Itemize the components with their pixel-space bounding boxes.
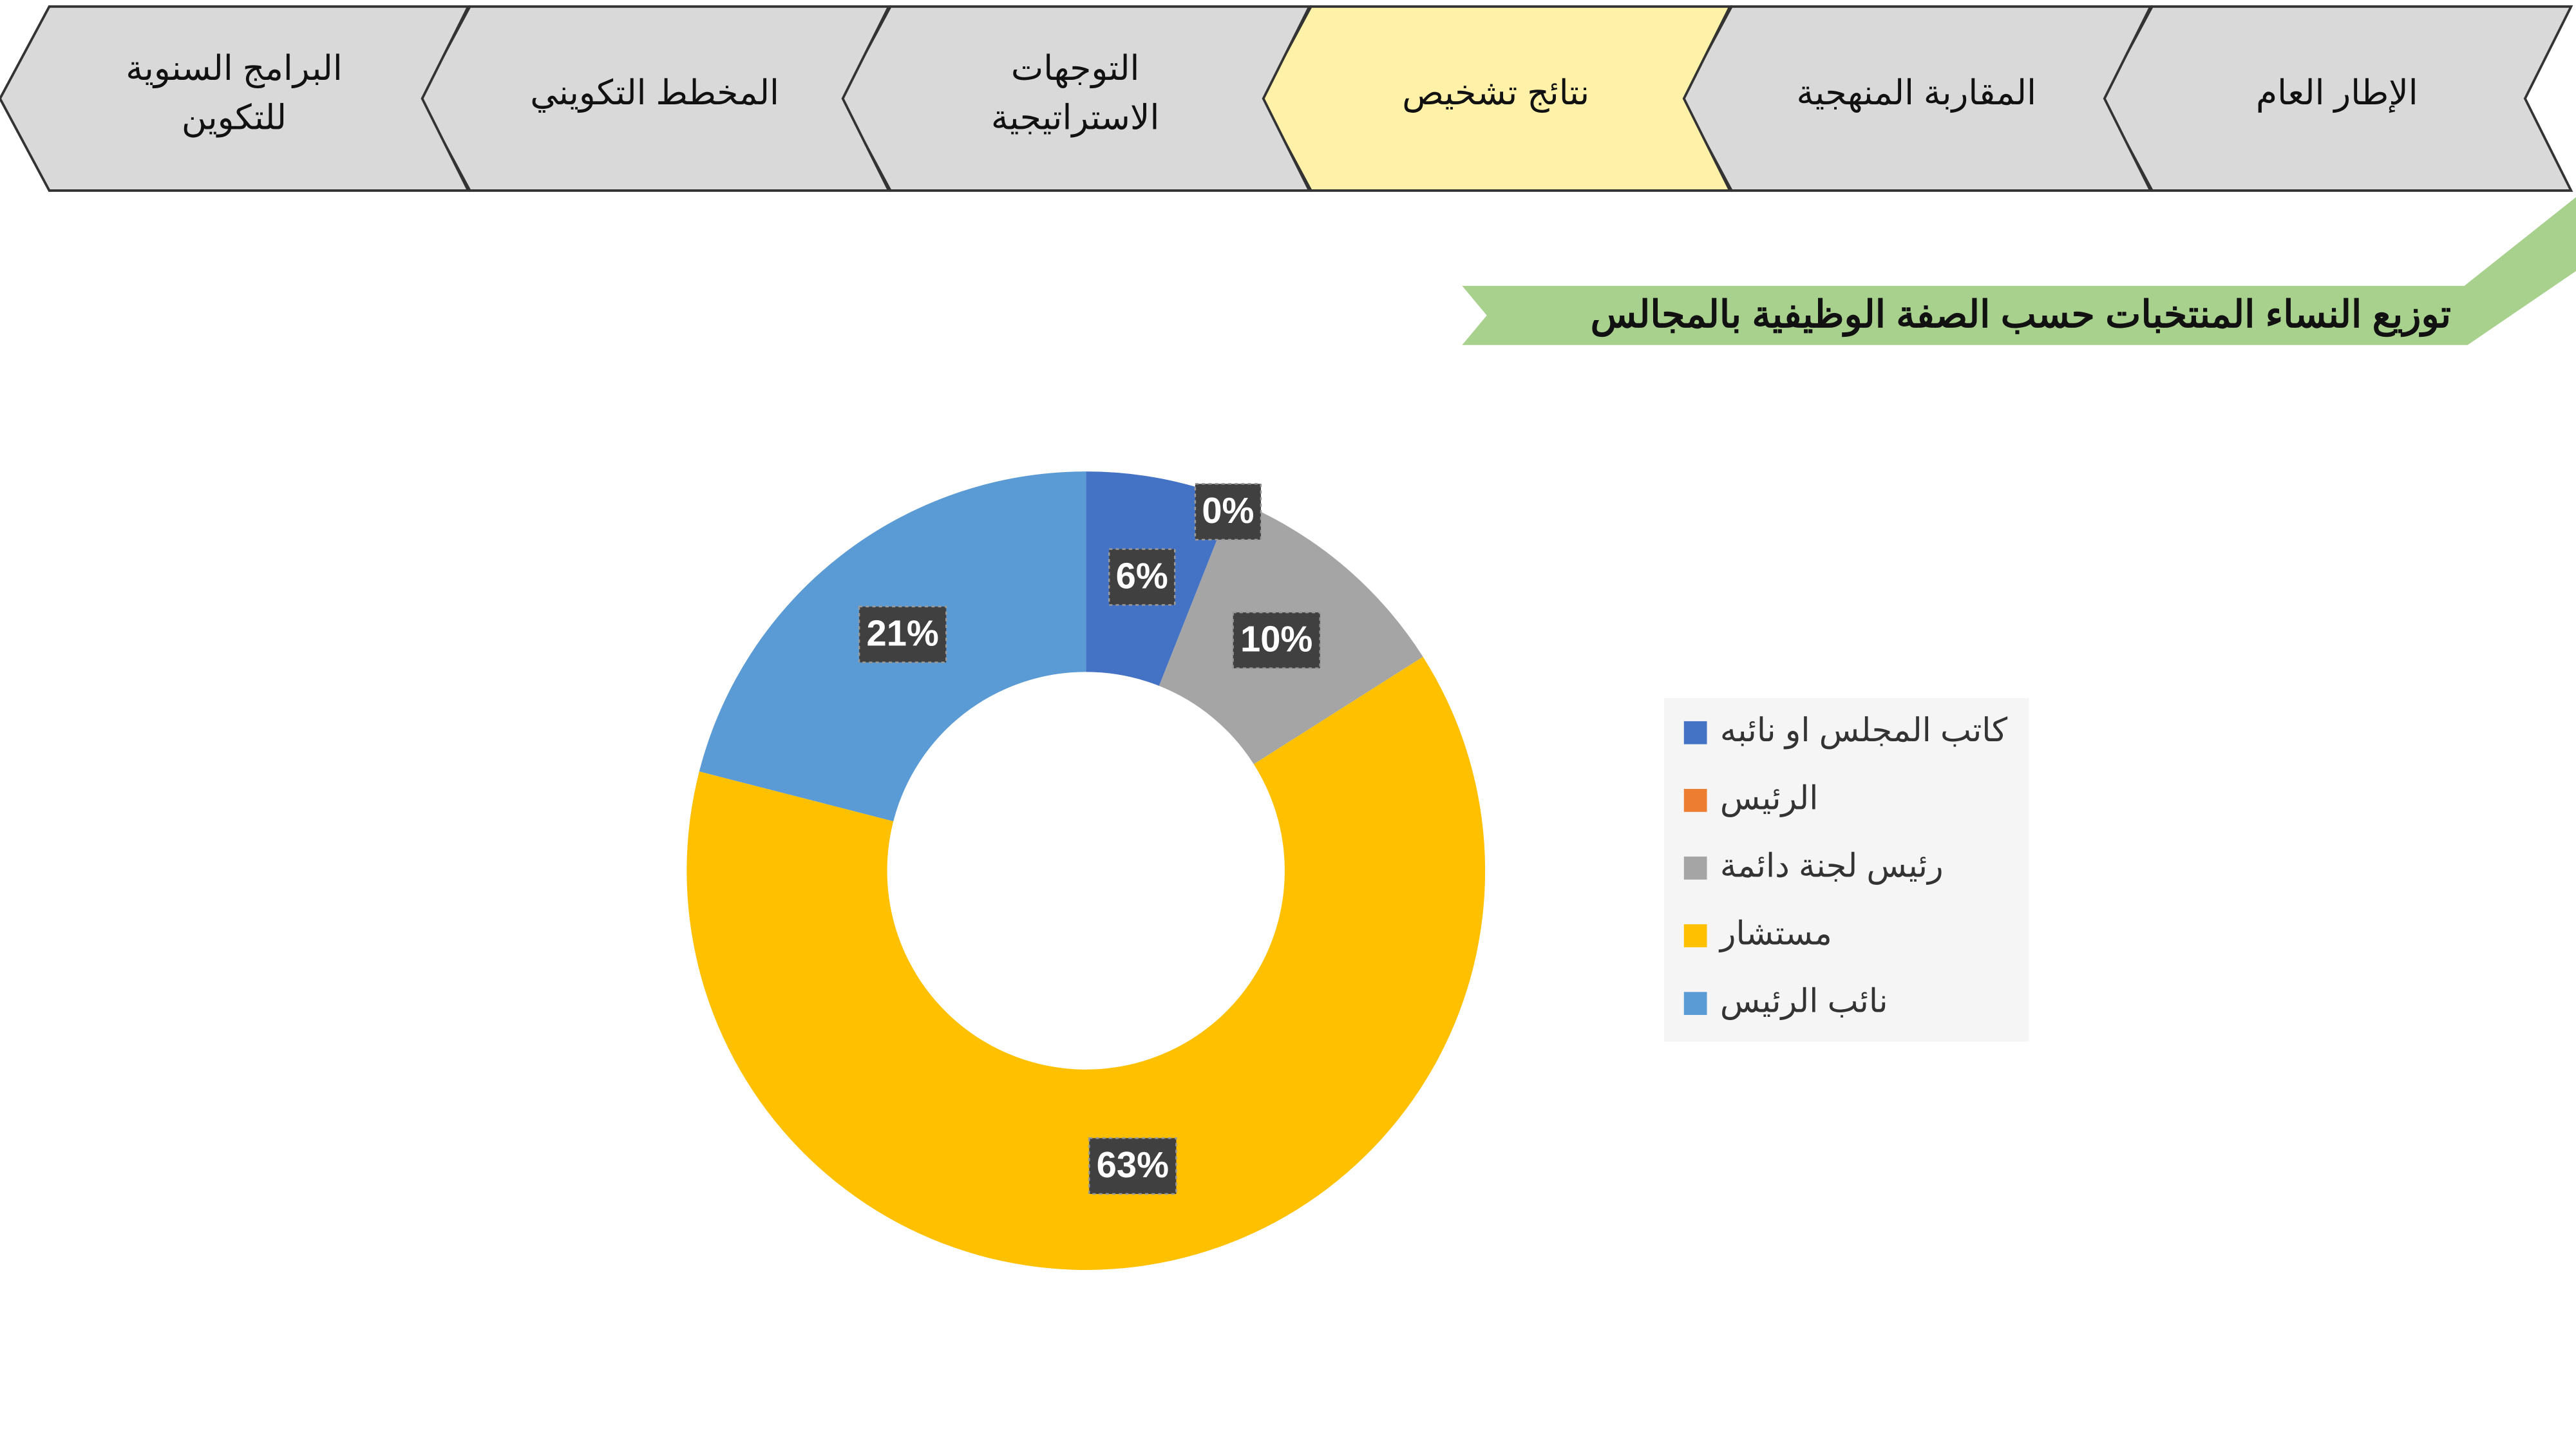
donut-slice <box>687 656 1486 1270</box>
data-label: 10% <box>1240 619 1312 659</box>
data-label: 63% <box>1097 1144 1169 1185</box>
nav-tab[interactable] <box>1260 5 1732 192</box>
nav-tab[interactable] <box>0 5 471 192</box>
nav-tab[interactable] <box>1681 5 2153 192</box>
nav-tab[interactable] <box>839 5 1312 192</box>
nav-tab[interactable] <box>2101 5 2573 192</box>
nav-tab-label[interactable]: المقاربة المنهجية <box>1797 74 2036 113</box>
legend-label: الرئيس <box>1720 779 1819 817</box>
nav-tab[interactable] <box>419 5 891 192</box>
legend-label: مستشار <box>1718 915 1832 953</box>
data-label: 21% <box>867 613 939 654</box>
data-label-box <box>1194 483 1262 541</box>
legend-box <box>1664 698 2029 1042</box>
nav-tab-label[interactable]: التوجهات <box>1011 50 1140 89</box>
nav-tab-label[interactable]: الإطار العام <box>2256 74 2418 113</box>
legend-swatch <box>1683 789 1707 812</box>
title-banner <box>1462 197 2576 345</box>
chart-title: توزيع النساء المنتخبات حسب الصفة الوظيفي… <box>1591 294 2451 337</box>
legend-label: كاتب المجلس او نائبه <box>1720 712 2008 750</box>
data-label: 6% <box>1116 555 1168 596</box>
nav-tab-label[interactable]: نتائج تشخيص <box>1402 74 1589 113</box>
nav-tab-label[interactable]: للتكوين <box>182 99 287 138</box>
data-label-box <box>1088 1137 1177 1195</box>
data-label-box <box>1108 548 1176 606</box>
data-label-box <box>858 605 947 663</box>
legend-swatch <box>1683 924 1707 947</box>
legend-swatch <box>1683 721 1707 744</box>
data-label: 0% <box>1202 490 1254 531</box>
legend-swatch <box>1683 857 1707 880</box>
legend-label: نائب الرئيس <box>1720 983 1888 1021</box>
legend-label: رئيس لجنة دائمة <box>1720 847 1944 885</box>
data-label-box <box>1232 611 1321 669</box>
nav-tab-label[interactable]: الاستراتيجية <box>991 99 1159 138</box>
nav-tab-label[interactable]: المخطط التكويني <box>530 74 779 113</box>
nav-tab-label[interactable]: البرامج السنوية <box>126 50 342 89</box>
legend-swatch <box>1683 992 1707 1016</box>
